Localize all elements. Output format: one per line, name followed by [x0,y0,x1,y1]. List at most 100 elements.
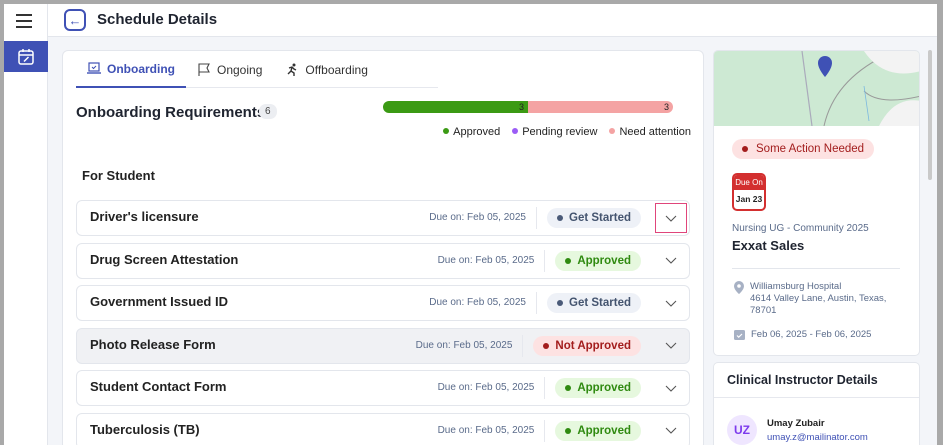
menu-icon[interactable] [16,14,32,28]
address: 4614 Valley Lane, Austin, Texas, 78701 [750,293,887,316]
instructor-name: Umay Zubair [767,418,825,429]
progress-legend: Approved Pending review Need attention [443,126,691,138]
chevron-down-icon [665,342,677,349]
status-text: Approved [577,382,631,394]
legend-item: Pending review [512,126,597,138]
due-date: Due on: Feb 05, 2025 [438,377,546,399]
status-text: Not Approved [555,339,631,352]
instructor-email[interactable]: umay.z@mailinator.com [767,432,868,443]
sidebar-item-schedule[interactable] [4,41,48,72]
chevron-down-icon [665,300,677,307]
laptop-check-icon [87,62,101,75]
tab-label: Offboarding [305,62,368,77]
legend-label: Approved [453,126,501,138]
requirement-name: Photo Release Form [90,336,216,352]
location-map[interactable] [714,51,919,127]
expand-button[interactable] [655,331,687,361]
status-text: Approved [577,254,631,267]
progress-approved: 3 [383,101,528,113]
legend-dot [512,128,519,134]
legend-dot [443,128,450,134]
requirements-title: Onboarding Requirements [76,104,266,121]
requirement-name: Student Contact Form [90,379,227,394]
legend-dot [609,128,616,134]
status-badge: Approved [555,420,641,441]
schedule-summary-card: Some Action Needed Due On Jan 23 Nursing … [713,50,920,356]
expand-button[interactable] [655,288,687,318]
expand-button[interactable] [655,416,687,445]
scrollbar[interactable] [925,40,937,445]
requirement-row[interactable]: Driver's licensure Due on: Feb 05, 2025 … [76,200,690,236]
status-badge: Get Started [547,293,641,313]
location-pin-icon [734,281,744,294]
site-address: Williamsburg Hospital 4614 Valley Lane, A… [750,281,910,317]
section-title: For Student [82,168,155,183]
expand-button[interactable] [655,246,687,276]
requirement-name: Tuberculosis (TB) [90,421,200,437]
tab-offboarding[interactable]: Offboarding [274,51,380,88]
calendar-check-icon [734,330,745,340]
chevron-down-icon [665,427,677,434]
map-pin-icon [818,56,832,77]
requirement-name: Drug Screen Attestation [90,251,239,267]
requirement-name: Government Issued ID [90,294,228,309]
status-badge: Get Started [547,208,641,228]
due-date: Due on: Feb 05, 2025 [429,207,537,229]
page-title: Schedule Details [97,11,218,28]
chevron-down-icon [665,385,677,392]
tab-onboarding[interactable]: Onboarding [76,51,186,88]
due-date: Due on: Feb 05, 2025 [416,334,524,357]
progress-attention: 3 [528,101,673,113]
due-date: Due on: Feb 05, 2025 [429,292,537,314]
status-text: Some Action Needed [756,143,865,155]
expand-button[interactable] [655,373,687,403]
status-text: Get Started [569,297,631,309]
running-person-icon [286,63,299,76]
arrow-left-icon: ← [68,12,82,28]
requirement-name: Driver's licensure [90,209,199,224]
site-name: Williamsburg Hospital [750,281,842,292]
status-badge: Approved [555,250,641,271]
due-label: Due On [734,175,764,190]
scrollbar-thumb[interactable] [928,50,932,180]
expand-button[interactable] [655,203,687,233]
tab-bar: Onboarding Ongoing Offboarding [76,51,438,88]
avatar: UZ [727,415,757,445]
flag-icon [198,63,211,76]
calendar-edit-icon [18,48,34,65]
schedule-dates: Feb 06, 2025 - Feb 06, 2025 [751,329,872,340]
chevron-down-icon [665,257,677,264]
requirement-row[interactable]: Tuberculosis (TB) Due on: Feb 05, 2025 A… [76,412,690,445]
status-badge: Approved [555,378,641,398]
map-graphic [801,51,919,127]
requirement-row[interactable]: Photo Release Form Due on: Feb 05, 2025 … [76,327,690,364]
due-date: Due on: Feb 05, 2025 [438,249,546,272]
status-badge: Some Action Needed [732,139,875,159]
divider [732,268,900,269]
requirement-row[interactable]: Drug Screen Attestation Due on: Feb 05, … [76,242,690,279]
instructor-title: Clinical Instructor Details [714,363,919,398]
legend-label: Pending review [522,126,598,138]
legend-item: Approved [443,126,500,138]
top-bar: ← Schedule Details [48,4,937,37]
requirement-row[interactable]: Student Contact Form Due on: Feb 05, 202… [76,370,690,406]
requirement-row[interactable]: Government Issued ID Due on: Feb 05, 202… [76,285,690,321]
requirements-count: 6 [259,104,277,119]
progress-bar: 3 3 [383,101,673,113]
status-text: Get Started [569,212,631,224]
tab-ongoing[interactable]: Ongoing [186,51,274,88]
sidebar [4,4,48,445]
back-button[interactable]: ← [64,9,86,31]
legend-label: Need attention [619,126,691,138]
status-text: Approved [577,424,631,437]
instructor-card: Clinical Instructor Details UZ Umay Zuba… [713,362,920,445]
app-screen: ← Schedule Details Onboarding Ongoing Offb… [4,4,937,445]
due-date: Due on: Feb 05, 2025 [438,419,546,442]
legend-item: Need attention [609,126,691,138]
due-date-badge: Due On Jan 23 [732,173,766,211]
organization-name: Exxat Sales [732,238,805,253]
due-date: Jan 23 [735,194,763,204]
status-badge: Not Approved [533,335,641,356]
tab-label: Onboarding [107,61,175,76]
program-name: Nursing UG - Community 2025 [732,223,869,234]
